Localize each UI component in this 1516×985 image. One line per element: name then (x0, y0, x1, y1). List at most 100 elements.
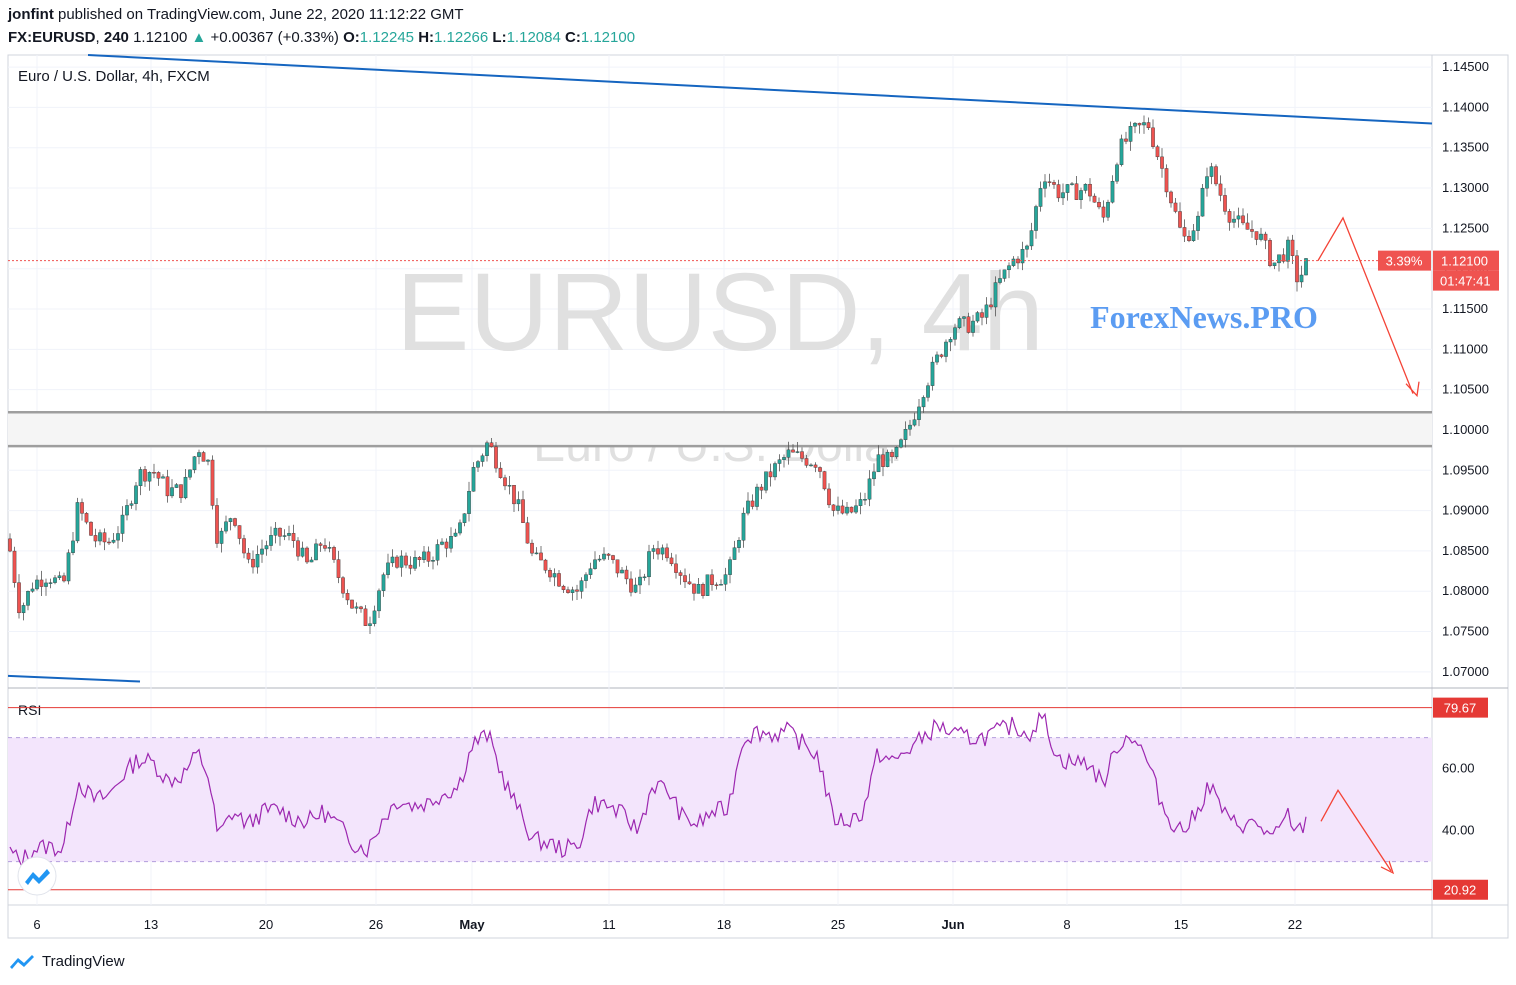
candle-body (710, 574, 714, 585)
candle-body (674, 563, 678, 573)
symbol-name[interactable]: FX:EURUSD (8, 29, 96, 46)
candle-body (84, 513, 89, 523)
close-label: C: (565, 29, 581, 46)
candle-body (669, 557, 674, 565)
author-name[interactable]: jonfint (8, 6, 54, 23)
candle-body (494, 446, 498, 469)
candle-body (125, 505, 129, 516)
interval-label: 240 (103, 29, 129, 46)
candle-body (467, 491, 471, 514)
candle-body (1097, 202, 1101, 208)
candle-body (381, 574, 386, 591)
candle-body (341, 577, 345, 594)
tradingview-footer[interactable]: TradingView (8, 952, 125, 970)
candle-body (17, 582, 21, 614)
candle-body (48, 582, 53, 584)
candle-body (1241, 215, 1245, 224)
current-price-badge: 1.12100 (1441, 254, 1488, 269)
candle-body (566, 589, 570, 593)
chart-frame (7, 54, 1509, 939)
x-tick-label: May (459, 917, 485, 932)
candle-body (444, 541, 449, 549)
candle-body (512, 485, 516, 505)
watermark-text: EURUSD, 4h (396, 251, 1044, 374)
candle-body (1133, 122, 1137, 127)
candle-body (201, 452, 206, 462)
candle-body (426, 551, 431, 562)
candle-body (1196, 215, 1200, 231)
candle-body (197, 452, 201, 457)
candle-body (656, 548, 660, 555)
candle-body (1128, 126, 1133, 142)
candle-body (615, 559, 620, 574)
candle-body (809, 464, 813, 467)
open-value: 1.12245 (359, 29, 415, 46)
y-tick-label: 1.08000 (1442, 583, 1489, 598)
candle-body (1056, 184, 1061, 199)
candle-body (300, 547, 305, 557)
candle-body (116, 533, 120, 541)
y-tick-label: 1.07000 (1442, 664, 1489, 679)
candle-body (759, 486, 764, 491)
candle-body (462, 513, 467, 523)
candle-body (773, 463, 777, 478)
candle-body (1088, 183, 1092, 197)
candle-body (588, 568, 593, 575)
candle-body (552, 573, 557, 578)
candle-body (1263, 233, 1268, 241)
x-tick-label: 22 (1288, 917, 1302, 932)
candle-body (953, 327, 957, 340)
candle-body (912, 419, 917, 426)
candle-body (107, 541, 111, 544)
candle-body (804, 458, 809, 466)
candle-body (822, 471, 827, 490)
candle-body (926, 385, 930, 398)
candle-body (755, 486, 759, 507)
x-tick-label: 18 (717, 917, 731, 932)
candle-body (737, 540, 741, 548)
candle-body (170, 487, 174, 497)
candle-body (692, 583, 696, 594)
candle-body (399, 555, 404, 568)
candle-body (678, 572, 683, 576)
candle-body (840, 505, 845, 514)
candle-body (1236, 215, 1241, 220)
candle-body (1227, 211, 1232, 223)
candle-body (458, 522, 462, 534)
candle-body (363, 608, 368, 626)
candle-body (584, 574, 588, 581)
candle-body (750, 500, 755, 507)
candle-body (192, 456, 197, 471)
high-label: H: (418, 29, 435, 46)
candle-body (372, 610, 377, 624)
candle-body (129, 503, 134, 506)
countdown-badge: 01:47:41 (1440, 274, 1491, 289)
candle-body (1295, 255, 1299, 283)
y-tick-label: 1.09500 (1442, 462, 1489, 477)
candle-body (476, 461, 480, 468)
lower-trendline (7, 674, 141, 683)
candle-body (1173, 202, 1178, 212)
x-tick-label: Jun (941, 917, 964, 932)
candle-body (368, 623, 372, 626)
candle-body (453, 532, 458, 537)
candle-body (665, 547, 669, 559)
candle-body (696, 584, 701, 594)
candle-body (1290, 239, 1295, 256)
candle-body (80, 502, 84, 514)
candle-body (867, 478, 872, 500)
y-tick-label: 1.11500 (1442, 301, 1488, 316)
last-price: 1.12100 (133, 29, 188, 46)
candle-body (291, 533, 296, 541)
candle-body (1079, 190, 1083, 200)
candle-body (516, 499, 521, 505)
candle-body (89, 521, 93, 536)
candle-body (1205, 176, 1209, 189)
candle-body (872, 471, 876, 480)
candle-body (377, 590, 381, 612)
candle-body (903, 429, 908, 440)
candle-body (602, 553, 606, 560)
candle-body (471, 467, 476, 492)
current-price-badge-bg (1433, 250, 1499, 271)
